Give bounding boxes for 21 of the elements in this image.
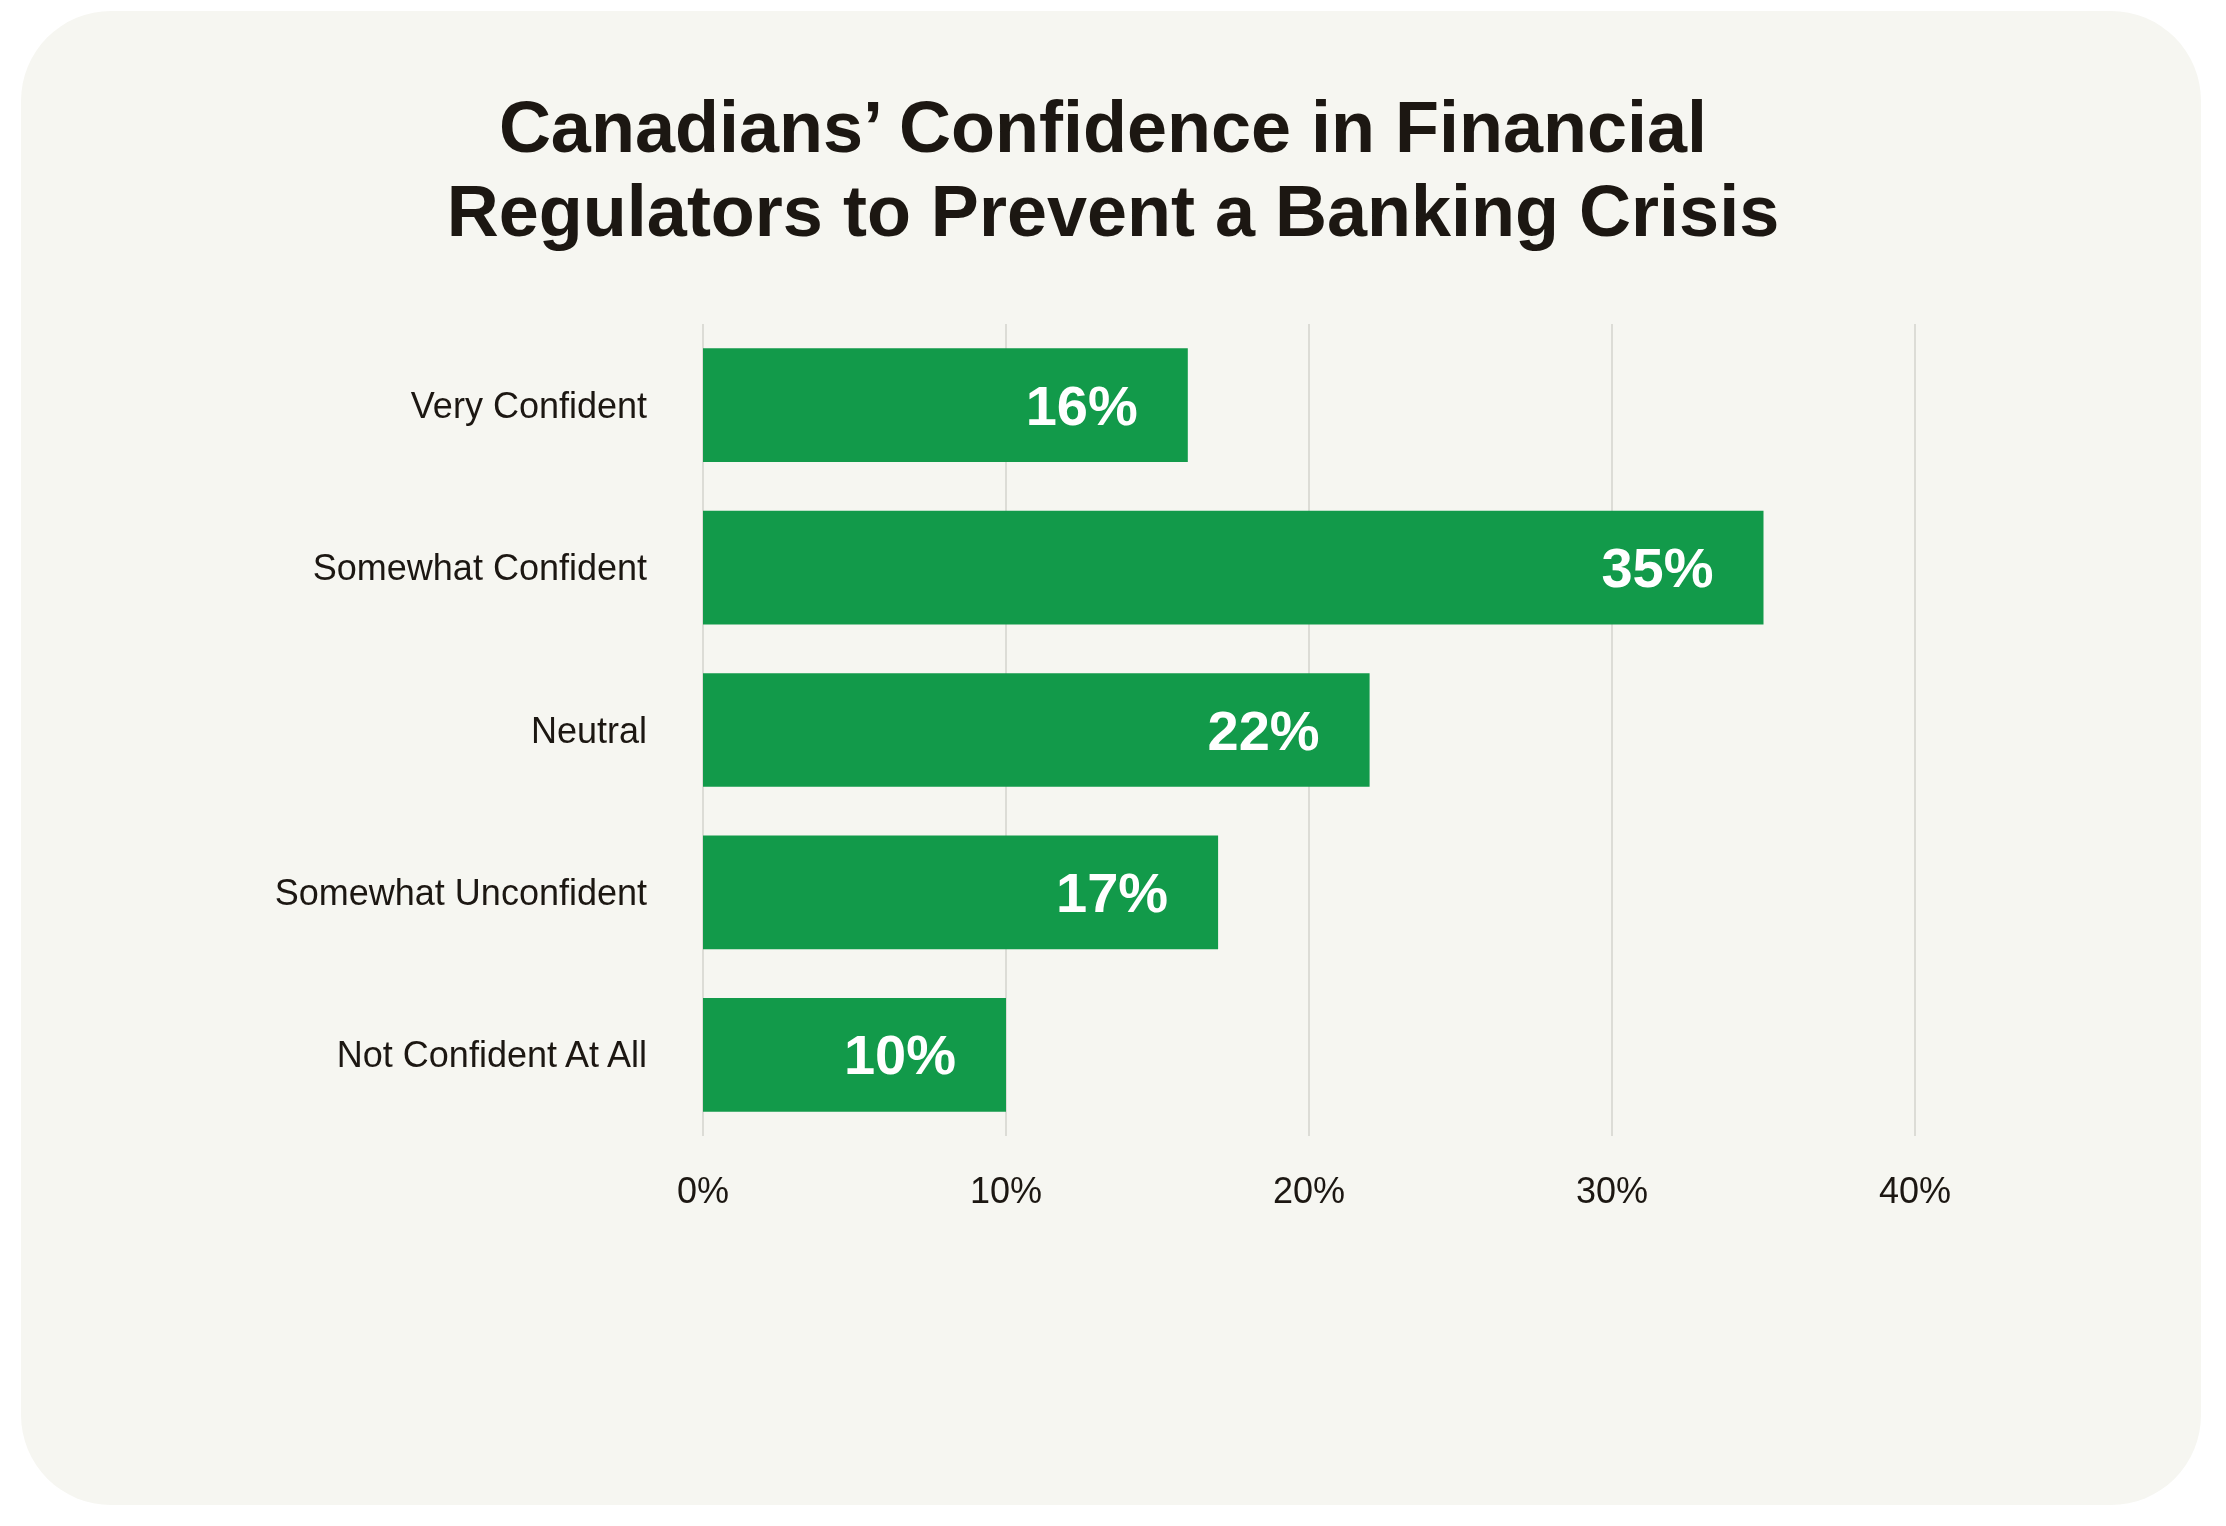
bar [703, 997, 1006, 1112]
bar [703, 835, 1219, 950]
x-tick-label: 0% [676, 1169, 730, 1211]
y-tick-label: Neutral [530, 709, 647, 751]
data-label: 35% [1601, 536, 1714, 600]
x-tick-label: 30% [1575, 1169, 1649, 1211]
y-tick-label: Not Confident At All [336, 1034, 647, 1076]
y-tick-label: Somewhat Unconfident [274, 871, 647, 913]
data-label: 17% [1056, 860, 1169, 924]
bar [703, 348, 1188, 463]
x-tick-label: 20% [1272, 1169, 1346, 1211]
data-label: 16% [1025, 373, 1138, 437]
y-tick-label: Very Confident [410, 384, 647, 426]
y-tick-label: Somewhat Confident [312, 547, 647, 589]
chart-title: Canadians’ Confidence in Financial Regulators to Prevent a Banking Crisis [446, 87, 1780, 251]
data-label: 10% [843, 1023, 956, 1087]
bar [703, 510, 1764, 625]
bar [703, 673, 1370, 787]
x-tick-label: 10% [969, 1169, 1043, 1211]
data-label: 22% [1207, 698, 1320, 762]
x-tick-label: 40% [1878, 1169, 1952, 1211]
